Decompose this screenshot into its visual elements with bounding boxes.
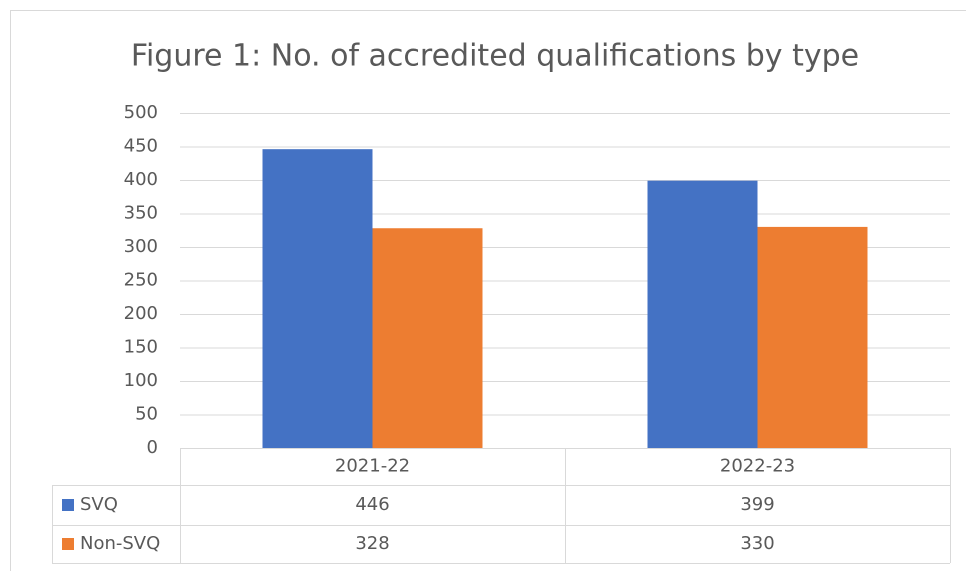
bar xyxy=(757,226,868,448)
legend-swatch xyxy=(62,538,74,550)
table-value: 446 xyxy=(355,494,389,515)
bar xyxy=(372,228,483,448)
y-tick-label: 200 xyxy=(124,303,158,324)
bar xyxy=(647,180,758,449)
y-tick-label: 150 xyxy=(124,337,158,358)
table-value: 328 xyxy=(355,533,389,554)
x-tick-label: 2021-22 xyxy=(335,456,410,477)
table-value: 330 xyxy=(740,533,774,554)
y-tick-label: 100 xyxy=(124,370,158,391)
y-tick-label: 350 xyxy=(124,203,158,224)
legend-label: SVQ xyxy=(80,494,118,515)
y-tick-label: 500 xyxy=(124,102,158,123)
chart-title: Figure 1: No. of accredited qualificatio… xyxy=(131,39,859,74)
y-tick-label: 250 xyxy=(124,270,158,291)
bar xyxy=(262,149,373,448)
y-tick-label: 0 xyxy=(147,437,158,458)
x-tick-label: 2022-23 xyxy=(720,456,795,477)
y-tick-label: 300 xyxy=(124,236,158,257)
y-tick-label: 400 xyxy=(124,169,158,190)
legend-swatch xyxy=(62,499,74,511)
table-value: 399 xyxy=(740,494,774,515)
y-tick-label: 50 xyxy=(135,404,158,425)
legend-label: Non-SVQ xyxy=(80,533,160,554)
y-tick-label: 450 xyxy=(124,136,158,157)
